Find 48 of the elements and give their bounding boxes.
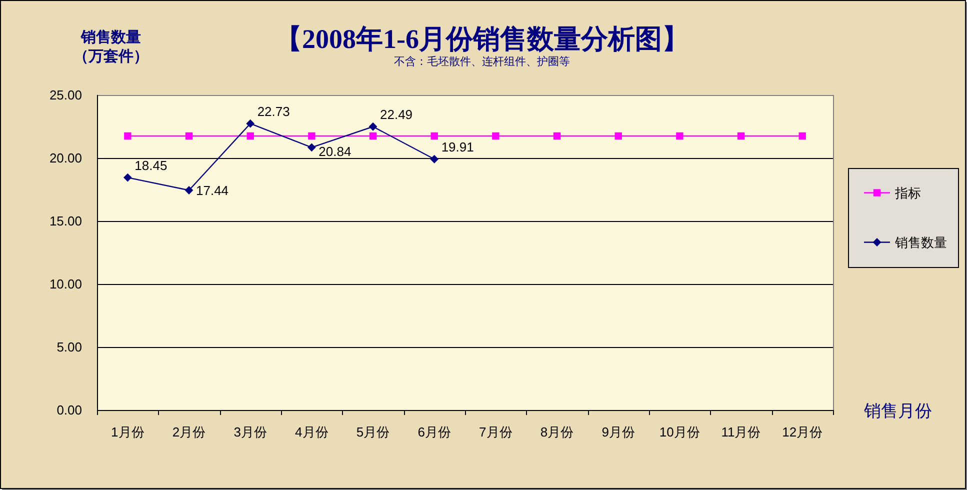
point bbox=[492, 132, 500, 140]
data-label: 22.73 bbox=[257, 104, 290, 120]
point bbox=[614, 132, 622, 140]
x-tick-label: 12月份 bbox=[782, 424, 823, 440]
x-tick-label: 10月份 bbox=[659, 424, 700, 440]
point bbox=[553, 132, 561, 140]
point bbox=[369, 132, 377, 140]
point bbox=[798, 132, 806, 140]
chart-subtitle: 不含：毛坯散件、连杆组件、护圈等 bbox=[394, 55, 570, 68]
y-tick-label: 15.00 bbox=[49, 214, 82, 228]
point bbox=[737, 132, 745, 140]
point bbox=[430, 132, 438, 140]
y-tick-label: 25.00 bbox=[49, 88, 82, 102]
legend-label: 销售数量 bbox=[894, 234, 947, 250]
data-label: 17.44 bbox=[196, 182, 229, 198]
y-tick-label: 5.00 bbox=[56, 340, 82, 354]
point bbox=[308, 132, 316, 140]
point bbox=[307, 143, 316, 152]
point bbox=[246, 119, 255, 128]
point bbox=[185, 132, 193, 140]
x-tick-label: 3月份 bbox=[234, 424, 267, 440]
x-tick-label: 8月份 bbox=[540, 424, 574, 440]
x-tick-label: 6月份 bbox=[418, 424, 451, 440]
point bbox=[430, 154, 439, 164]
data-label: 20.84 bbox=[318, 144, 352, 159]
x-tick-label: 2月份 bbox=[172, 424, 206, 440]
x-tick-label: 1月份 bbox=[111, 424, 144, 440]
x-tick-label: 5月份 bbox=[356, 424, 390, 440]
point bbox=[124, 132, 132, 140]
x-tick-label: 7月份 bbox=[479, 424, 512, 440]
legend-label: 指标 bbox=[894, 185, 921, 200]
point bbox=[368, 122, 378, 131]
point bbox=[676, 132, 684, 140]
y-tick-label: 10.00 bbox=[49, 276, 82, 292]
x-axis-title: 销售月份 bbox=[863, 402, 932, 420]
data-label: 22.49 bbox=[380, 107, 413, 122]
point bbox=[184, 186, 194, 194]
y-tick-label: 20.00 bbox=[49, 150, 82, 166]
y-tick-label: 0.00 bbox=[56, 402, 82, 418]
point bbox=[246, 132, 254, 140]
y-axis-title: 销售数量（万套件） bbox=[74, 29, 148, 65]
data-label: 19.91 bbox=[441, 140, 474, 155]
point bbox=[123, 173, 132, 182]
x-tick-label: 11月份 bbox=[721, 424, 761, 440]
data-label: 18.45 bbox=[134, 158, 168, 174]
chart-title: 【2008年1-6月份销售数量分析图】 bbox=[275, 24, 689, 54]
x-tick-label: 9月份 bbox=[602, 424, 635, 440]
x-tick-label: 4月份 bbox=[295, 424, 328, 440]
